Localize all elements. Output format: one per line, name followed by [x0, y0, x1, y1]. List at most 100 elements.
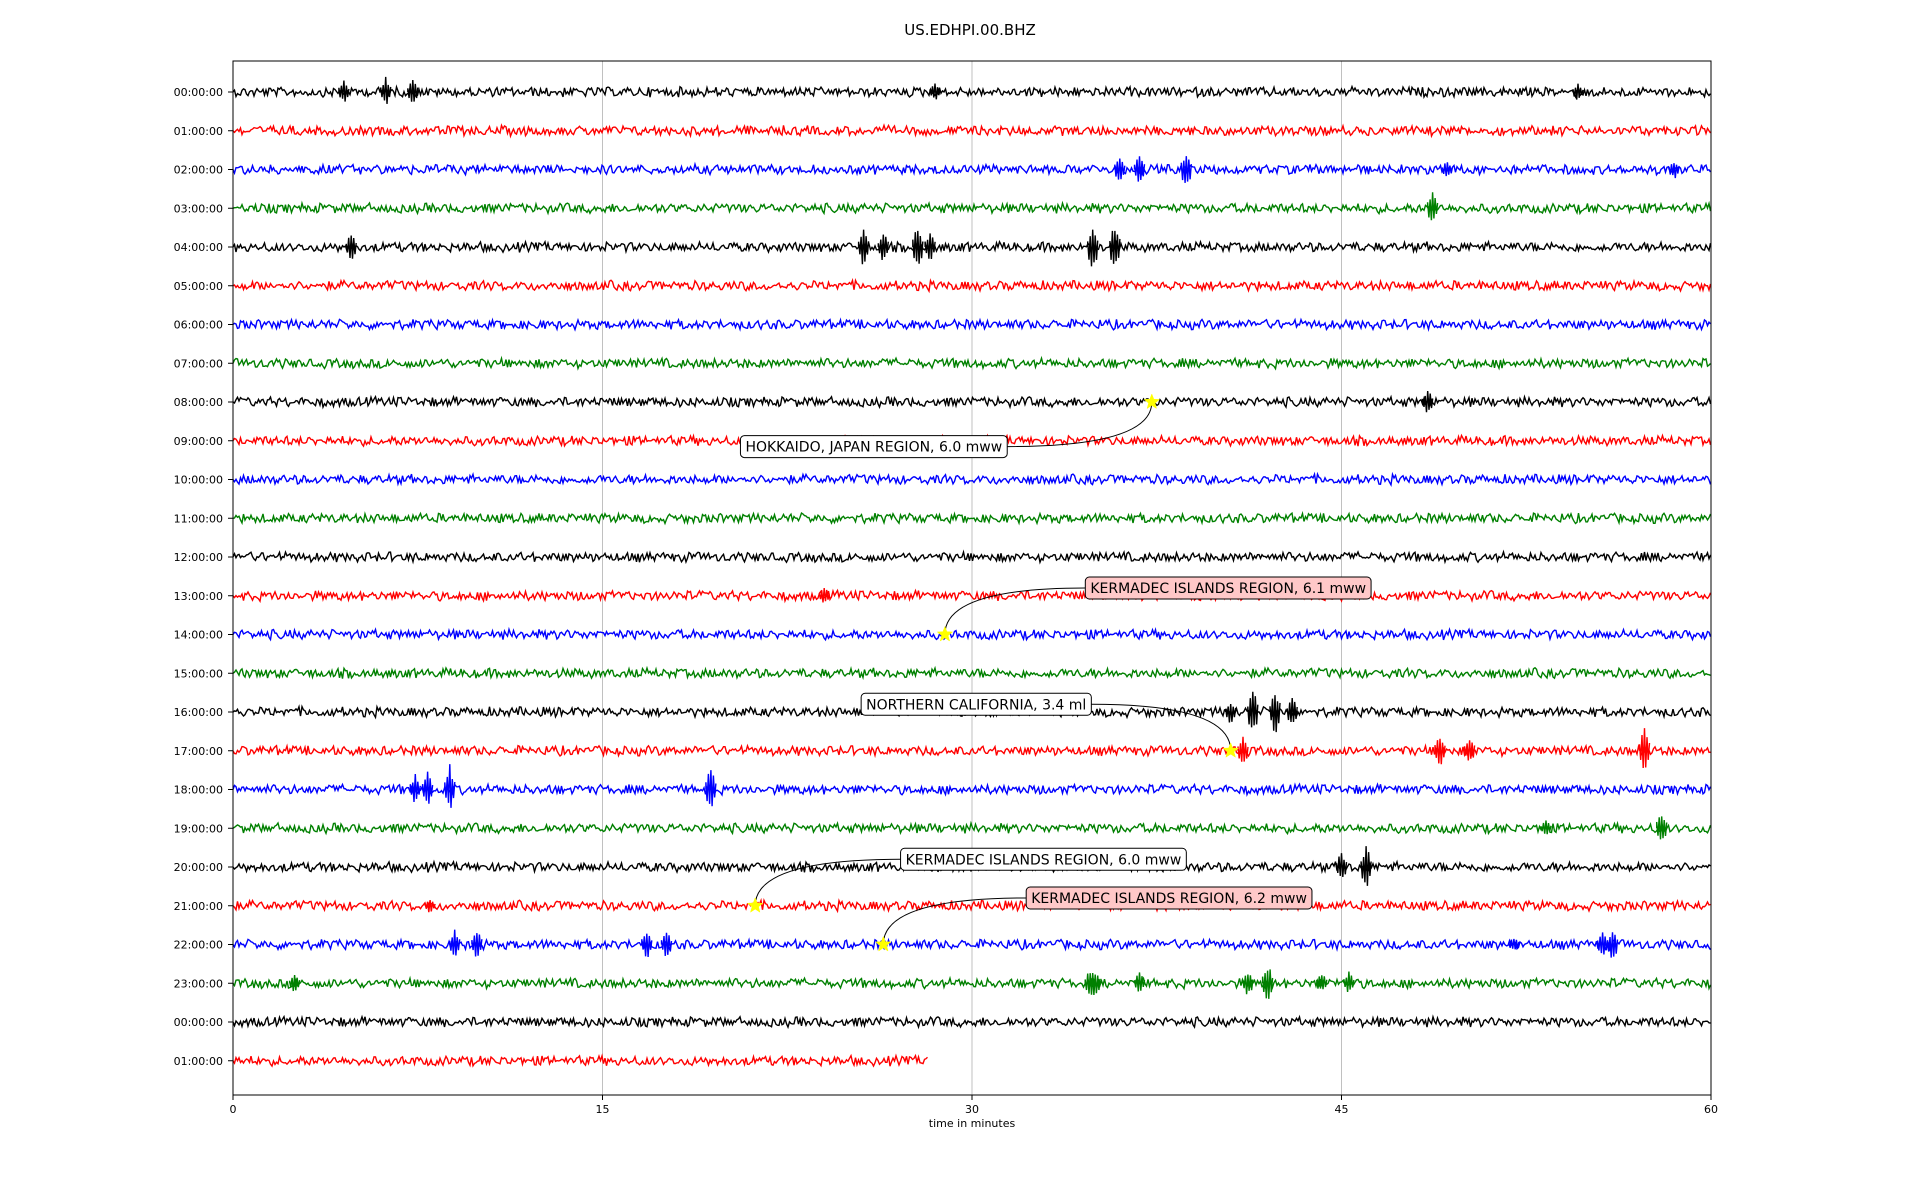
spike-row-23 — [288, 975, 301, 992]
spike-row-23 — [1133, 972, 1146, 992]
trace-row-3 — [232, 200, 1712, 216]
spike-row-2 — [1180, 156, 1192, 183]
spike-row-4 — [1109, 230, 1121, 264]
trace-row-18 — [232, 782, 1712, 797]
event-label-box — [1025, 886, 1313, 910]
spike-row-2 — [1133, 156, 1146, 182]
y-tick-label: 03:00:00 — [174, 202, 223, 215]
event-label: KERMADEC ISLANDS REGION, 6.1 mww — [1090, 581, 1366, 597]
y-tick-label: 18:00:00 — [174, 784, 223, 797]
spike-row-20 — [1360, 846, 1372, 886]
y-tick-label: 11:00:00 — [174, 512, 223, 525]
event-label: KERMADEC ISLANDS REGION, 6.2 mww — [1031, 891, 1307, 907]
spike-row-4 — [857, 229, 870, 265]
spike-row-4 — [1087, 229, 1099, 267]
y-tick-label: 07:00:00 — [174, 357, 223, 370]
spike-row-4 — [924, 233, 936, 260]
spike-row-4 — [912, 230, 924, 264]
spike-row-23 — [1261, 969, 1274, 999]
spike-row-18 — [409, 773, 421, 803]
y-tick-label: 12:00:00 — [174, 551, 223, 564]
trace-row-1 — [232, 123, 1712, 139]
spike-row-8 — [1422, 390, 1434, 413]
spike-row-2 — [1441, 162, 1454, 177]
event-marker-star — [746, 897, 764, 913]
trace-row-21 — [232, 897, 1711, 914]
event-marker-star — [875, 935, 892, 952]
event-label-box — [739, 435, 1008, 459]
plot-frame — [232, 60, 1712, 1096]
y-tick-label: 02:00:00 — [174, 164, 223, 177]
spike-row-2 — [1668, 163, 1680, 179]
event-annotation: KERMADEC ISLANDS REGION, 6.1 mww — [936, 576, 1372, 642]
spike-row-22 — [1596, 932, 1609, 955]
spike-row-17 — [1434, 738, 1446, 765]
y-tick-label: 17:00:00 — [174, 745, 223, 758]
spike-row-17 — [1638, 728, 1651, 769]
spike-row-22 — [449, 929, 461, 956]
spike-row-23 — [1316, 975, 1328, 990]
trace-row-5 — [232, 277, 1712, 294]
event-annotation: HOKKAIDO, JAPAN REGION, 6.0 mww — [739, 393, 1161, 459]
y-axis: 00:00:00 01:00:00 02:00:00 03:00:00 04:00:00… — [174, 86, 233, 1068]
spike-row-3 — [1426, 192, 1439, 221]
spike-row-16 — [1269, 695, 1281, 733]
spike-row-18 — [705, 770, 717, 807]
spike-row-0 — [407, 80, 419, 102]
spike-row-0 — [380, 76, 392, 104]
trace-row-12 — [232, 549, 1712, 565]
y-tick-label: 01:00:00 — [174, 1055, 223, 1068]
event-connector — [882, 897, 1027, 945]
trace-row-6 — [232, 317, 1712, 332]
x-tick-label: 60 — [1704, 1103, 1718, 1116]
event-annotation: NORTHERN CALIFORNIA, 3.4 ml — [860, 692, 1239, 758]
spike-row-18 — [421, 771, 434, 804]
event-marker-star — [1143, 393, 1161, 410]
event-label: HOKKAIDO, JAPAN REGION, 6.0 mww — [745, 440, 1002, 456]
event-connector — [754, 858, 901, 906]
event-annotation: KERMADEC ISLANDS REGION, 6.2 mww — [875, 886, 1313, 952]
spike-row-18 — [444, 764, 456, 808]
spike-row-16 — [1286, 697, 1298, 723]
y-tick-label: 08:00:00 — [174, 396, 223, 409]
y-tick-label: 14:00:00 — [174, 629, 223, 642]
spike-row-22 — [1508, 938, 1520, 950]
spike-row-22 — [1606, 932, 1619, 958]
event-annotation: KERMADEC ISLANDS REGION, 6.0 mww — [746, 847, 1187, 913]
spike-row-21 — [424, 900, 436, 913]
spike-row-16 — [1247, 691, 1259, 728]
event-label: NORTHERN CALIFORNIA, 3.4 ml — [866, 697, 1086, 713]
x-tick-label: 15 — [596, 1103, 610, 1116]
y-tick-label: 01:00:00 — [174, 125, 223, 138]
y-tick-label: 19:00:00 — [174, 822, 223, 835]
y-tick-label: 13:00:00 — [174, 590, 223, 603]
spike-row-13 — [818, 588, 830, 603]
spike-row-2 — [1114, 158, 1126, 180]
spike-row-0 — [338, 80, 350, 102]
x-tick-label: 30 — [965, 1103, 979, 1116]
spike-row-22 — [641, 933, 653, 957]
y-tick-label: 00:00:00 — [174, 86, 223, 99]
y-tick-label: 06:00:00 — [174, 319, 223, 332]
trace-row-0 — [232, 84, 1712, 100]
spike-row-0 — [1572, 83, 1584, 100]
spike-row-22 — [471, 933, 483, 957]
event-connector — [1007, 401, 1153, 448]
chart-title: US.EDHPI.00.BHZ — [904, 21, 1036, 39]
spike-row-17 — [1463, 740, 1476, 761]
y-tick-label: 05:00:00 — [174, 280, 223, 293]
event-connector — [1091, 703, 1232, 751]
spike-row-4 — [877, 234, 889, 261]
trace-row-15 — [232, 665, 1711, 681]
y-tick-label: 22:00:00 — [174, 939, 223, 952]
spike-row-23 — [1089, 974, 1101, 995]
event-marker-star — [936, 625, 954, 642]
event-label-box — [860, 692, 1092, 716]
event-marker-star — [1222, 742, 1239, 758]
x-tick-label: 45 — [1335, 1103, 1349, 1116]
trace-row-11 — [232, 510, 1712, 526]
trace-row-10 — [232, 471, 1712, 488]
trace-row-8 — [232, 394, 1712, 410]
spike-row-19 — [1656, 816, 1668, 840]
